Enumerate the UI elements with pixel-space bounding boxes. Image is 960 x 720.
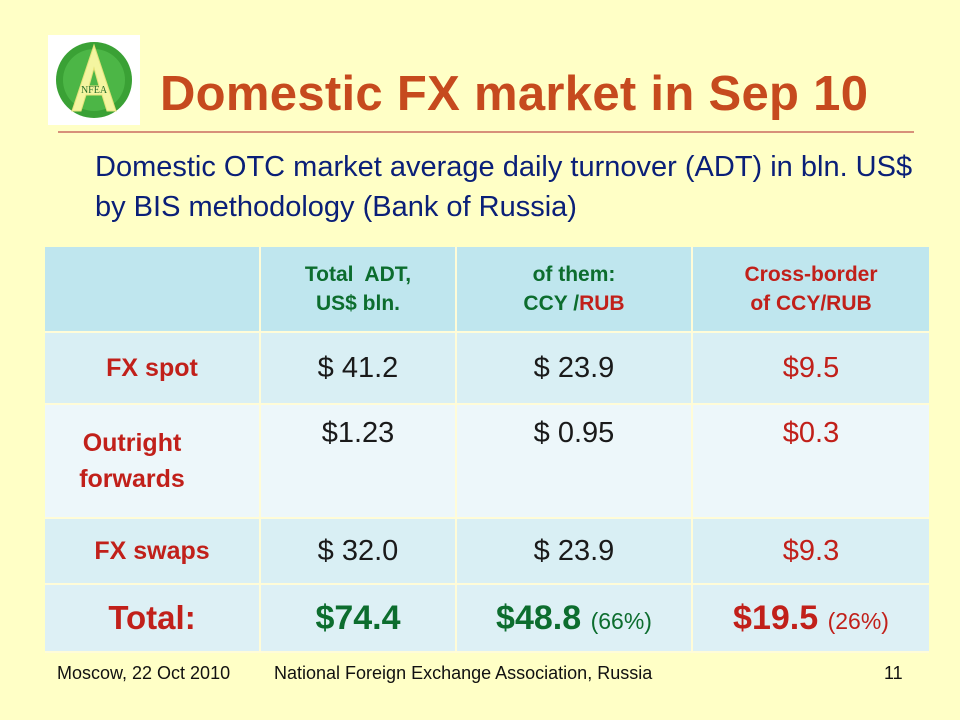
ccy-rub-share: (66%) bbox=[590, 607, 652, 634]
cross-border-value: $0.3 bbox=[692, 404, 929, 519]
header-ccy-line2a: CCY / bbox=[523, 292, 580, 315]
ccy-rub-sum-value: $48.8 bbox=[496, 598, 582, 637]
total-adt-value: $ 32.0 bbox=[260, 518, 457, 585]
cross-border-value: $9.5 bbox=[692, 332, 929, 405]
row-label: FX swaps bbox=[45, 518, 261, 585]
footer-date: Moscow, 22 Oct 2010 bbox=[57, 663, 231, 683]
ccy-rub-value: $ 23.9 bbox=[456, 518, 693, 585]
header-empty-cell bbox=[45, 247, 261, 333]
header-ccy-line1: of them: bbox=[532, 263, 616, 286]
total-adt-sum: $74.4 bbox=[260, 584, 457, 653]
slide-subtitle: Domestic OTC market average daily turnov… bbox=[95, 151, 913, 223]
header-ccy-line2b: RUB bbox=[579, 292, 625, 315]
fx-turnover-table: Total ADT, US$ bln. of them: CCY /RUB Cr… bbox=[45, 247, 929, 653]
cross-border-share: (26%) bbox=[827, 607, 889, 634]
table-total-row: Total: $74.4 $48.8 (66%) $19.5 (26%) bbox=[45, 584, 929, 653]
title-divider bbox=[58, 131, 914, 133]
nfea-logo: NFEA bbox=[48, 35, 140, 125]
total-adt-value: $ 41.2 bbox=[260, 332, 457, 405]
row-label: FX spot bbox=[45, 332, 261, 405]
ccy-rub-value: $ 23.9 bbox=[456, 332, 693, 405]
footer-organization: National Foreign Exchange Association, R… bbox=[274, 663, 653, 683]
slide-number: 11 bbox=[884, 663, 903, 683]
nfea-logo-graphic: NFEA bbox=[48, 35, 140, 125]
header-cross-line1: Cross-border bbox=[744, 263, 878, 286]
slide-title: Domestic FX market in Sep 10 bbox=[160, 67, 869, 121]
table-row: Outright forwards $1.23 $ 0.95 $0.3 bbox=[45, 404, 929, 519]
table-row: FX spot $ 41.2 $ 23.9 $9.5 bbox=[45, 332, 929, 405]
header-cross-line2: of CCY/RUB bbox=[750, 292, 872, 315]
table-row: FX swaps $ 32.0 $ 23.9 $9.3 bbox=[45, 518, 929, 585]
total-adt-value: $1.23 bbox=[260, 404, 457, 519]
ccy-rub-sum: $48.8 (66%) bbox=[456, 584, 693, 653]
header-total-line2: US$ bln. bbox=[315, 292, 400, 315]
cross-border-sum-value: $19.5 bbox=[733, 598, 819, 637]
header-ccy-rub: of them: CCY /RUB bbox=[456, 247, 693, 333]
ccy-rub-value: $ 0.95 bbox=[456, 404, 693, 519]
logo-text: NFEA bbox=[81, 85, 108, 96]
cross-border-value: $9.3 bbox=[692, 518, 929, 585]
cross-border-sum: $19.5 (26%) bbox=[692, 584, 929, 653]
total-row-label: Total: bbox=[45, 584, 261, 653]
header-cross-border: Cross-border of CCY/RUB bbox=[692, 247, 929, 333]
row-label: Outright forwards bbox=[45, 404, 261, 519]
header-total-adt: Total ADT, US$ bln. bbox=[260, 247, 457, 333]
header-total-line1: Total ADT, bbox=[304, 263, 412, 286]
table-header-row: Total ADT, US$ bln. of them: CCY /RUB Cr… bbox=[45, 247, 929, 333]
